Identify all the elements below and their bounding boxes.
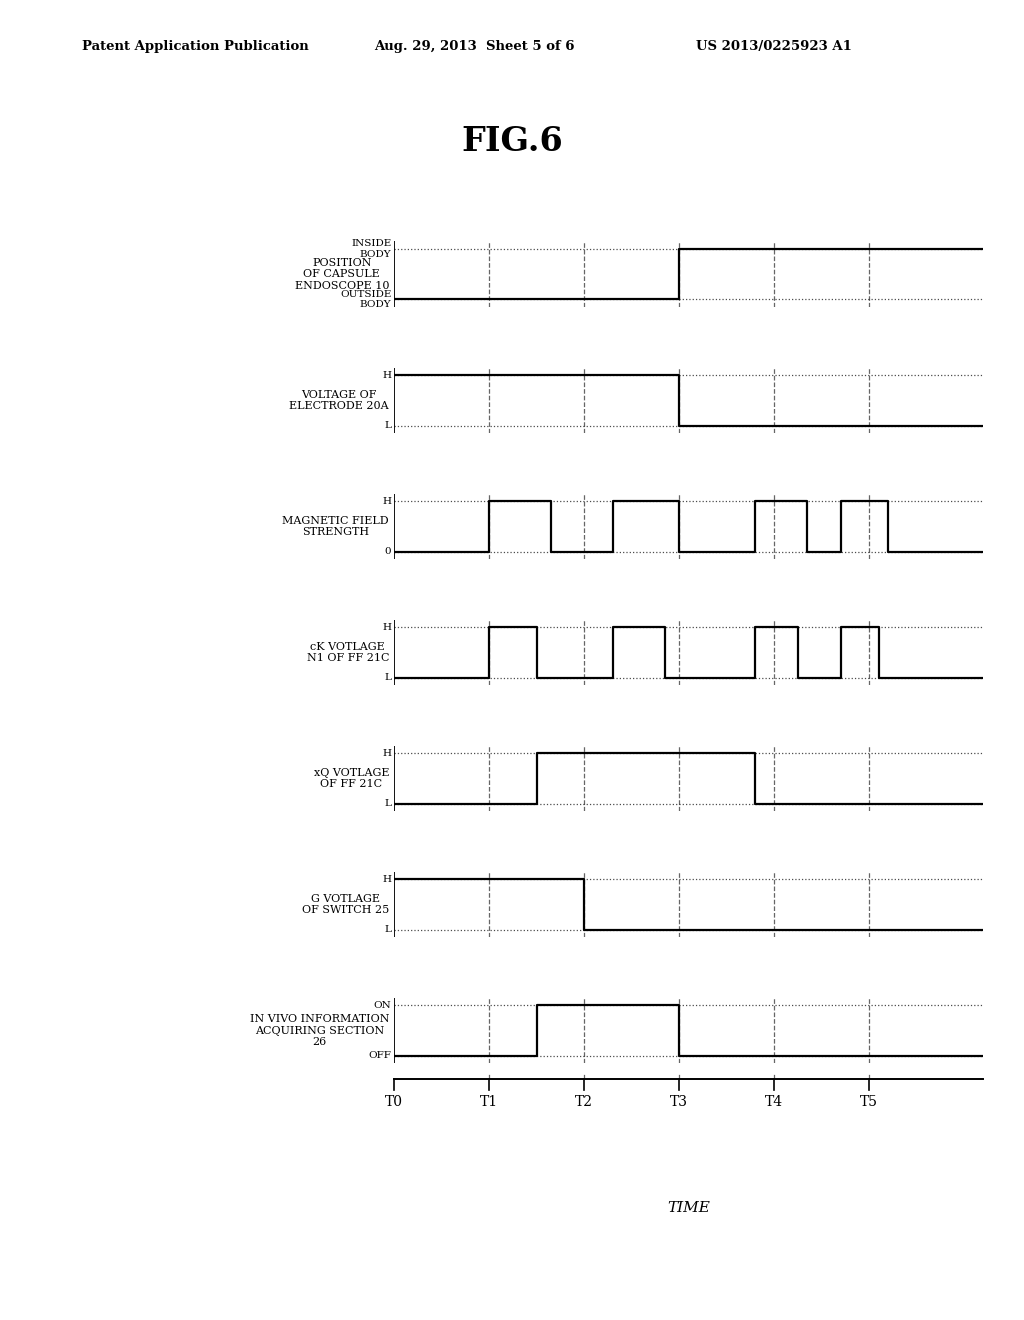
Text: T3: T3	[670, 1096, 688, 1109]
Text: T0: T0	[385, 1096, 403, 1109]
Text: OUTSIDE
BODY: OUTSIDE BODY	[340, 290, 391, 309]
Text: 0: 0	[385, 546, 391, 556]
Text: cK VOTLAGE
N1 OF FF 21C: cK VOTLAGE N1 OF FF 21C	[306, 642, 389, 663]
Text: FIG.6: FIG.6	[461, 125, 563, 158]
Text: T5: T5	[860, 1096, 878, 1109]
Text: L: L	[384, 421, 391, 430]
Text: H: H	[382, 875, 391, 884]
Text: H: H	[382, 623, 391, 632]
Text: MAGNETIC FIELD
STRENGTH: MAGNETIC FIELD STRENGTH	[283, 516, 389, 537]
Text: OFF: OFF	[369, 1052, 391, 1060]
Text: T1: T1	[480, 1096, 499, 1109]
Text: G VOTLAGE
OF SWITCH 25: G VOTLAGE OF SWITCH 25	[302, 894, 389, 916]
Text: VOLTAGE OF
ELECTRODE 20A: VOLTAGE OF ELECTRODE 20A	[290, 389, 389, 411]
Text: T4: T4	[765, 1096, 783, 1109]
Text: Patent Application Publication: Patent Application Publication	[82, 40, 308, 53]
Text: INSIDE
BODY: INSIDE BODY	[351, 239, 391, 259]
Text: POSITION
OF CAPSULE
ENDOSCOPE 10: POSITION OF CAPSULE ENDOSCOPE 10	[295, 257, 389, 290]
Text: L: L	[384, 673, 391, 682]
Text: H: H	[382, 496, 391, 506]
Text: T2: T2	[575, 1096, 593, 1109]
Text: IN VIVO INFORMATION
ACQUIRING SECTION
26: IN VIVO INFORMATION ACQUIRING SECTION 26	[250, 1014, 389, 1047]
Text: Aug. 29, 2013  Sheet 5 of 6: Aug. 29, 2013 Sheet 5 of 6	[374, 40, 574, 53]
Text: xQ VOTLAGE
OF FF 21C: xQ VOTLAGE OF FF 21C	[313, 768, 389, 789]
Text: H: H	[382, 748, 391, 758]
Text: L: L	[384, 800, 391, 808]
Text: US 2013/0225923 A1: US 2013/0225923 A1	[696, 40, 852, 53]
Text: TIME: TIME	[668, 1201, 710, 1216]
Text: L: L	[384, 925, 391, 935]
Text: ON: ON	[374, 1001, 391, 1010]
Text: H: H	[382, 371, 391, 380]
